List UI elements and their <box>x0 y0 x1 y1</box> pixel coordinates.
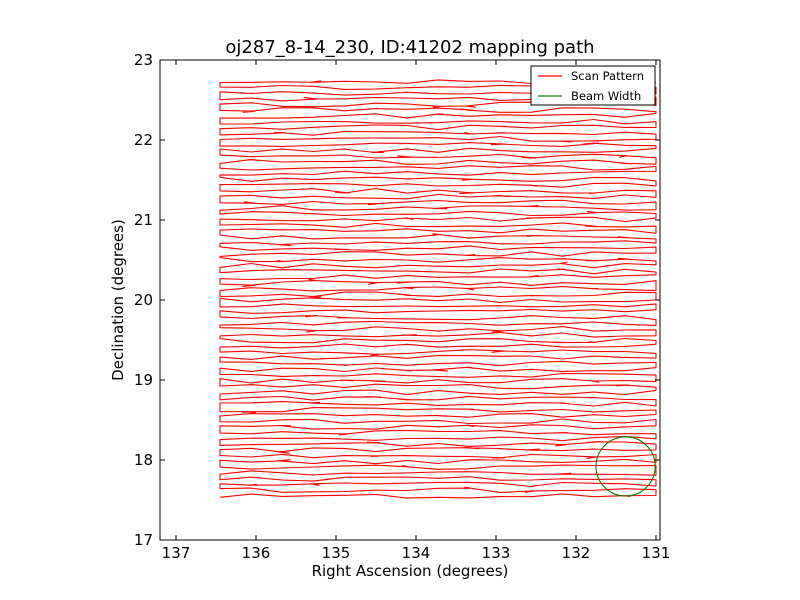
y-axis: 17 18 19 20 21 22 23 <box>134 51 660 549</box>
x-tick-label: 135 <box>322 544 351 562</box>
y-tick-label: 19 <box>134 371 153 389</box>
y-tick-label: 18 <box>134 451 153 469</box>
chart-title: oj287_8-14_230, ID:41202 mapping path <box>225 37 594 58</box>
y-tick-label: 20 <box>134 291 153 309</box>
legend: Scan Pattern Beam Width <box>530 65 656 106</box>
legend-label-beam-width: Beam Width <box>571 89 641 103</box>
scan-pattern-line <box>219 79 657 499</box>
y-tick-label: 23 <box>134 51 153 69</box>
y-tick-label: 17 <box>134 531 153 549</box>
scan-pattern-series <box>219 79 657 499</box>
x-axis: 137 136 135 134 133 132 131 <box>162 60 671 562</box>
x-tick-label: 132 <box>562 544 591 562</box>
beam-width-series <box>595 436 656 497</box>
legend-box <box>530 65 656 106</box>
x-tick-label: 134 <box>402 544 431 562</box>
x-tick-label: 137 <box>162 544 191 562</box>
x-tick-label: 133 <box>482 544 511 562</box>
x-tick-label: 131 <box>642 544 671 562</box>
y-axis-label: Declination (degrees) <box>109 219 127 381</box>
x-tick-label: 136 <box>242 544 271 562</box>
legend-label-scan-pattern: Scan Pattern <box>571 69 644 83</box>
y-tick-label: 21 <box>134 211 153 229</box>
y-tick-label: 22 <box>134 131 153 149</box>
x-axis-label: Right Ascension (degrees) <box>312 562 509 580</box>
beam-width-circle <box>595 436 656 497</box>
